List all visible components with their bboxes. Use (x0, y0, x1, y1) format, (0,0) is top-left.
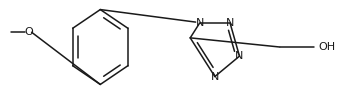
Text: OH: OH (319, 42, 336, 52)
Text: N: N (195, 18, 204, 28)
Text: O: O (24, 27, 33, 37)
Text: N: N (211, 72, 219, 82)
Text: N: N (226, 18, 234, 28)
Text: N: N (235, 51, 244, 61)
